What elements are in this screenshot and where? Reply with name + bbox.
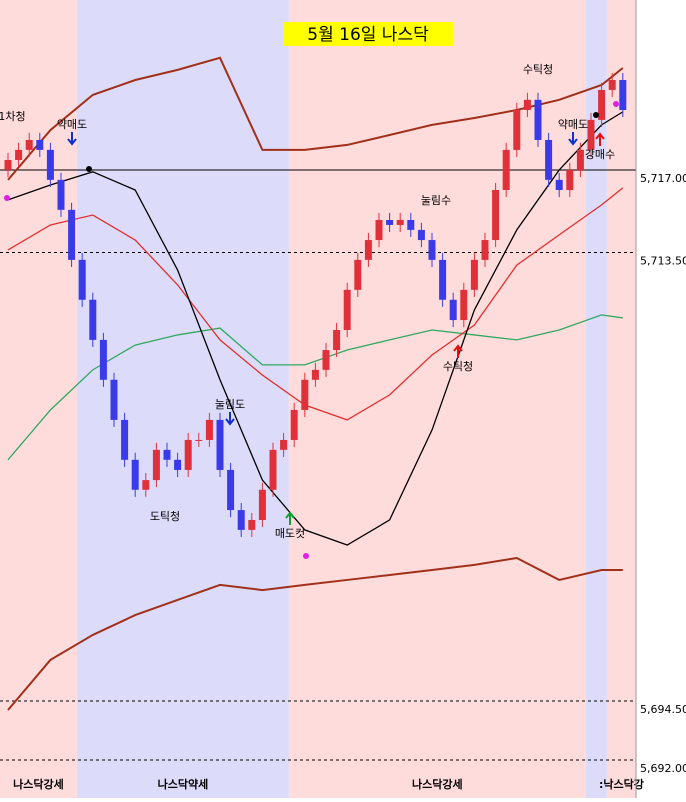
candle-body	[534, 99, 542, 140]
candle-body	[311, 369, 319, 380]
candle-body	[216, 419, 224, 470]
candle-body	[25, 139, 33, 150]
signal-arrow	[595, 132, 605, 146]
candle-body	[110, 379, 118, 420]
signal-label: 수틱청	[443, 360, 473, 373]
candle-body	[523, 99, 531, 110]
candle-body	[174, 459, 182, 470]
regime-label: 나스닥강세	[412, 777, 463, 791]
indicator-line	[7, 187, 624, 421]
candle-body	[354, 259, 362, 290]
regime-label: 나스닥강세	[13, 777, 64, 791]
signal-label: 약매도	[57, 117, 87, 131]
candle-body	[396, 219, 404, 225]
candle-body	[36, 139, 44, 150]
candle-body	[449, 299, 457, 321]
candle-body	[322, 350, 330, 370]
indicator-line	[7, 556, 623, 711]
candle-body	[566, 169, 574, 191]
candle-body	[258, 489, 266, 520]
signal-arrow	[285, 511, 295, 525]
regime-band	[76, 0, 289, 798]
candle-body	[343, 289, 351, 330]
candle-body	[195, 439, 203, 441]
y-tick-label: 5,692.00	[640, 762, 686, 775]
candle-body	[407, 219, 415, 230]
candle-body	[375, 219, 383, 241]
signal-arrow	[453, 344, 463, 358]
signal-label: 1차청	[0, 110, 26, 123]
candle-body	[608, 80, 616, 90]
signal-arrow	[568, 132, 578, 146]
candle-body	[46, 149, 54, 180]
signal-dot	[593, 112, 599, 118]
chart-title: 5월 16일 나스닥	[307, 25, 429, 45]
signal-arrow	[225, 412, 235, 426]
candle-body	[68, 209, 76, 260]
candle-body	[248, 519, 256, 530]
candle-body	[78, 259, 86, 300]
y-tick-label: 5,694.50	[640, 703, 686, 716]
candle-body	[364, 240, 372, 260]
candle-body	[205, 419, 213, 440]
candle-body	[470, 259, 478, 290]
candle-body	[57, 179, 65, 210]
regime-band	[585, 0, 607, 798]
candle-body	[4, 160, 12, 170]
signal-dot	[303, 553, 309, 559]
candle-body	[428, 240, 436, 260]
regime-band	[0, 0, 77, 798]
signal-label: 도틱청	[150, 510, 180, 523]
candle-body	[333, 329, 341, 351]
candle-body	[227, 469, 235, 511]
signal-label: 눌림도	[215, 398, 245, 411]
signal-dot	[613, 101, 619, 107]
candle-body	[99, 339, 107, 380]
candle-body	[269, 449, 277, 490]
candle-body	[502, 149, 510, 191]
candle-body	[386, 219, 394, 225]
regime-band	[606, 0, 636, 798]
candle-body	[237, 510, 245, 530]
signal-label: 강매수	[585, 148, 615, 161]
candle-body	[619, 80, 627, 110]
candle-body	[15, 149, 23, 161]
indicator-line	[7, 111, 624, 546]
candle-body	[280, 439, 288, 450]
candle-body	[555, 179, 563, 191]
candle-body	[576, 149, 584, 170]
y-tick-label: 5,713.50	[640, 255, 686, 268]
candle-body	[152, 449, 160, 481]
candle-body	[545, 139, 553, 180]
title-box	[283, 22, 453, 46]
signal-label: 약매도	[558, 117, 588, 131]
candle-body	[184, 439, 192, 470]
candle-body	[142, 480, 150, 490]
signal-dot	[86, 166, 92, 172]
signal-dot	[4, 195, 10, 201]
signal-label: 눌림수	[421, 194, 451, 207]
y-tick-label: 5,717.00	[640, 172, 686, 185]
regime-label: 나스닥약세	[158, 777, 209, 791]
candle-body	[121, 419, 129, 460]
candle-body	[598, 89, 606, 120]
candle-body	[481, 240, 489, 260]
signal-label: 수틱청	[523, 63, 553, 76]
signal-arrow	[67, 132, 77, 146]
candle-body	[417, 229, 425, 241]
candle-body	[513, 109, 521, 150]
regime-label: :낙스닥강	[599, 777, 644, 791]
signal-label: 매도컷	[275, 527, 305, 540]
candle-body	[301, 379, 309, 410]
candle-body	[587, 119, 595, 150]
candle-body	[290, 409, 298, 440]
candle-body	[439, 259, 447, 300]
candle-body	[89, 299, 97, 340]
candle-body	[131, 459, 139, 490]
candle-body	[492, 190, 500, 241]
candle-body	[460, 289, 468, 321]
candle-body	[163, 449, 171, 460]
